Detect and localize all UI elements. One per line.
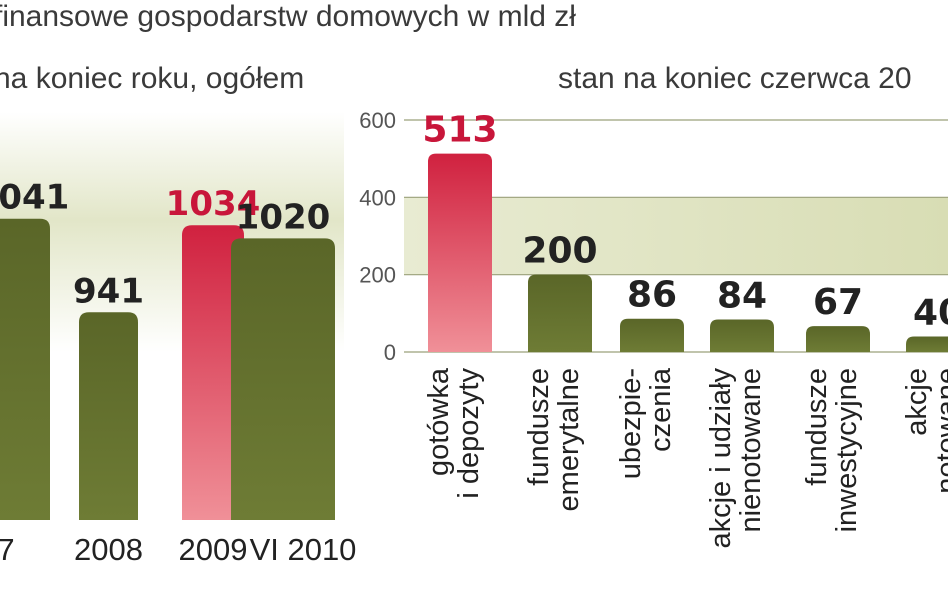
right-value-label-2: 86 bbox=[627, 275, 677, 316]
right-category-label-1-0: fundusze bbox=[523, 368, 555, 486]
right-category-label-3-1: nienotowane bbox=[735, 368, 767, 532]
left-bar-1 bbox=[79, 312, 138, 520]
left-value-label-2: 1034 bbox=[166, 184, 261, 224]
right-chart-band bbox=[404, 197, 948, 275]
right-value-label-3: 84 bbox=[717, 276, 767, 317]
right-category-label-2-0: ubezpie- bbox=[615, 368, 647, 479]
y-tick-label-1: 200 bbox=[359, 263, 396, 288]
right-category-label-5-0: akcje bbox=[901, 368, 933, 436]
right-category-label-5-1: notowane bbox=[931, 368, 948, 494]
right-bar-1 bbox=[528, 274, 592, 352]
right-chart-subtitle: stan na koniec czerwca 20 bbox=[558, 62, 912, 95]
right-category-label-0-0: gotówka bbox=[423, 367, 455, 476]
right-bar-0 bbox=[428, 153, 492, 352]
y-tick-label-3: 600 bbox=[359, 108, 396, 133]
right-category-label-4-0: fundusze bbox=[801, 368, 833, 486]
right-value-label-0: 513 bbox=[422, 110, 497, 151]
right-category-label-4-1: inwestycyjne bbox=[831, 368, 863, 532]
right-category-label-0-1: i depozyty bbox=[453, 368, 485, 499]
y-tick-label-0: 0 bbox=[384, 340, 396, 365]
left-category-label-2: 2009 bbox=[179, 532, 248, 567]
right-bar-2 bbox=[620, 318, 684, 352]
right-category-label-3-0: akcje i udziały bbox=[705, 368, 737, 549]
left-bar-0 bbox=[0, 218, 50, 520]
left-chart-subtitle: na koniec roku, ogółem bbox=[0, 62, 305, 95]
left-category-label-0: 7 bbox=[0, 532, 15, 567]
right-value-label-1: 200 bbox=[522, 231, 597, 272]
left-value-label-1: 941 bbox=[73, 271, 144, 311]
right-bar-5 bbox=[906, 336, 948, 352]
right-value-label-4: 67 bbox=[813, 282, 863, 323]
left-bar-3 bbox=[231, 238, 335, 521]
right-bar-3 bbox=[710, 319, 774, 352]
right-bar-4 bbox=[806, 326, 870, 352]
left-bar-2 bbox=[182, 225, 244, 520]
left-value-label-3: 1020 bbox=[236, 197, 331, 237]
chart-title: finansowe gospodarstw domowych w mld zł bbox=[0, 0, 576, 33]
y-tick-label-2: 400 bbox=[359, 185, 396, 210]
left-category-label-1: 2008 bbox=[74, 532, 143, 567]
right-category-label-2-1: czenia bbox=[645, 367, 677, 452]
right-category-label-1-1: emerytalne bbox=[553, 368, 585, 511]
left-chart: 1041 7 941 2008 1034 2009 1020 VI 2010 bbox=[0, 112, 356, 567]
left-value-label-0: 1041 bbox=[0, 178, 69, 218]
left-category-label-3: VI 2010 bbox=[250, 532, 357, 567]
right-value-label-5: 40 bbox=[913, 293, 948, 334]
